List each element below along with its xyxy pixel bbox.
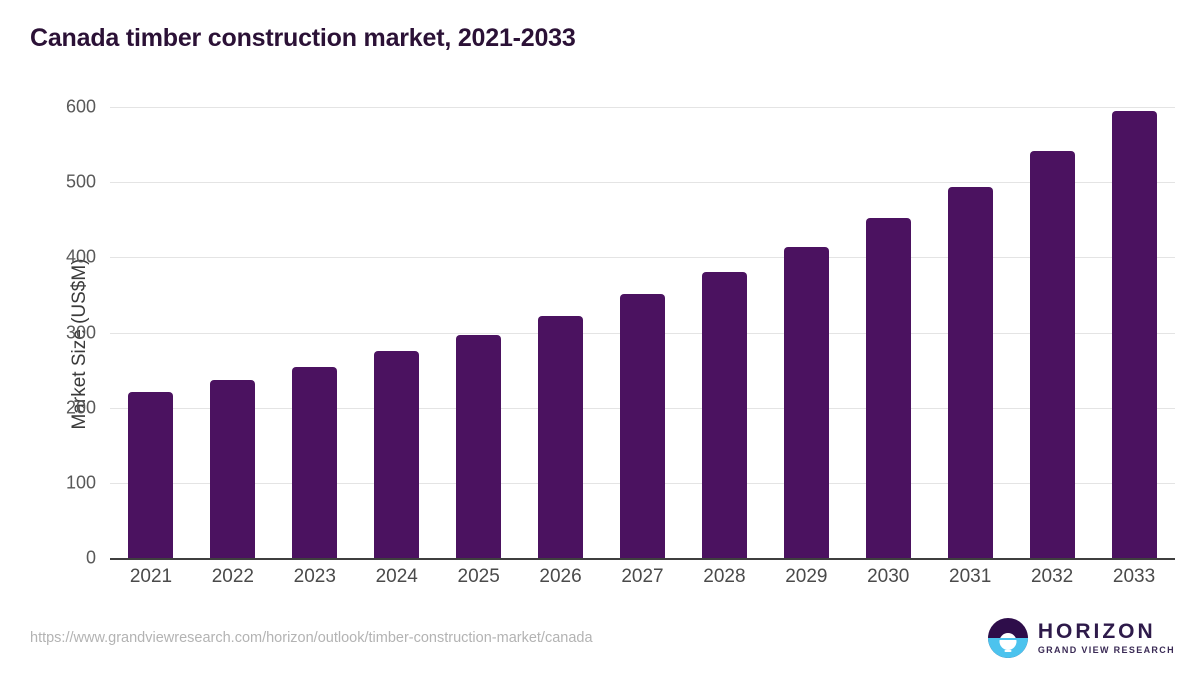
bar-slot [929,107,1011,558]
page-title: Canada timber construction market, 2021-… [30,24,576,52]
y-tick-label: 100 [65,472,96,493]
brand-logo[interactable]: HORIZON GRAND VIEW RESEARCH [987,616,1175,660]
logo-ray-3 [1004,649,1012,652]
logo-horizon-band [987,637,1028,640]
x-tick-label: 2031 [949,566,992,587]
bar-slot [683,107,765,558]
bar[interactable] [619,294,666,558]
y-tick-label: 200 [65,397,96,418]
x-tick-label: 2021 [129,566,173,587]
x-tick-label: 2025 [457,566,500,587]
horizon-sun-circle-icon [987,618,1028,658]
bar[interactable] [374,351,420,558]
bar-slot [274,107,356,558]
x-tick-label: 2028 [703,566,746,587]
bar[interactable] [210,379,256,558]
bar[interactable] [1029,150,1075,558]
bar-series [110,107,1175,558]
bar[interactable] [292,367,338,558]
bar-slot [1011,107,1093,558]
x-tick-label: 2032 [1030,566,1074,587]
logo-ray-2 [1001,645,1014,648]
y-tick-label: 600 [65,96,96,117]
y-tick-label: 0 [85,547,96,568]
x-tick-label: 2026 [539,566,582,587]
x-tick-label: 2029 [785,566,828,587]
x-tick-label: 2022 [211,566,255,587]
bar-slot [438,107,520,558]
bar-slot [1093,107,1175,558]
bar-slot [110,107,192,558]
bar-slot [356,107,438,558]
bar-slot [520,107,602,558]
x-tick-label: 2033 [1112,566,1156,587]
logo-ray-1 [999,640,1017,643]
gridline [110,257,1175,259]
logo-text-block: HORIZON GRAND VIEW RESEARCH [1038,621,1175,655]
x-axis-line [110,558,1175,560]
bar[interactable] [128,391,174,558]
bar[interactable] [538,315,584,558]
bar[interactable] [701,271,747,558]
bar-slot [192,107,274,558]
x-tick-label: 2027 [621,566,664,587]
x-tick-label: 2030 [867,566,910,587]
gridline [110,182,1175,184]
bar-slot [765,107,847,558]
source-url[interactable]: https://www.grandviewresearch.com/horizo… [30,630,593,646]
bar-slot [602,107,684,558]
bar[interactable] [947,186,993,558]
bar[interactable] [865,218,911,558]
x-tick-label: 2024 [375,566,418,587]
y-tick-label: 400 [65,246,96,267]
gridline [110,107,1175,108]
logo-tagline: GRAND VIEW RESEARCH [1037,645,1175,655]
bar[interactable] [456,334,502,558]
logo-wordmark: HORIZON [1037,620,1156,643]
y-tick-label: 500 [65,171,96,192]
y-tick-label: 300 [65,322,96,342]
y-axis-tick-labels: 0 100 200 300 400 500 600 [20,97,96,568]
bar[interactable] [783,246,829,558]
bar-slot [847,107,929,558]
x-axis-tick-labels: 2021 2022 2023 2024 2025 2026 2027 2028 2029 2030… [110,566,1175,596]
x-tick-label: 2023 [293,566,336,587]
bar[interactable] [1111,110,1157,558]
